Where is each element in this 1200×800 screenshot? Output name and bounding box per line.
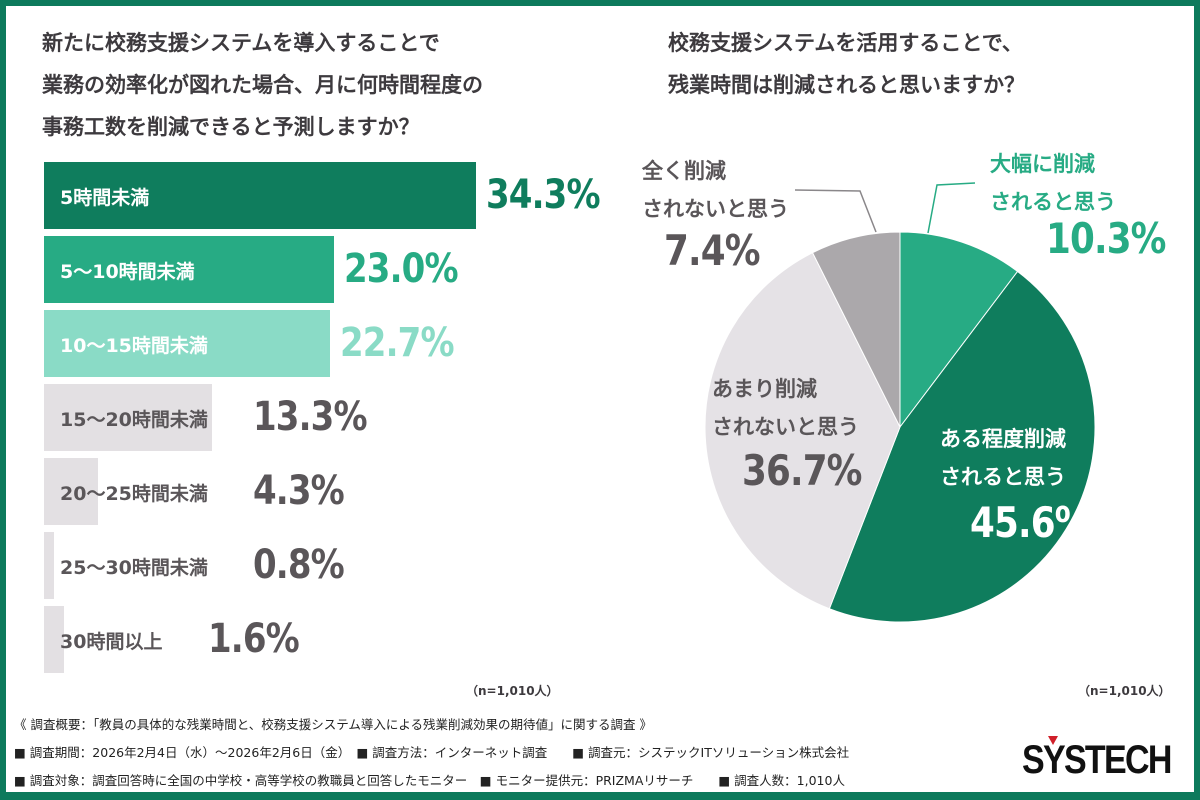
pie-slice-some-reduction [828,270,1096,623]
bar-label-6: 30時間以上 [60,631,163,653]
bar-label-2: 10～15時間未満 [60,335,208,357]
bar-label-1: 5～10時間未満 [60,261,195,283]
bar-2 [44,310,330,377]
pie-label-little-reduction: あまり削減 されないと思う [712,377,859,439]
bar-value-2: 22.7% [339,320,455,366]
bar-label-3: 15～20時間未満 [60,409,208,431]
leader-line-large-reduction [927,182,976,234]
pie-value-large-reduction: 10.3% [1046,214,1166,263]
bar-value-4: 4.3% [253,468,345,514]
pie-value-little-reduction: 36.7% [742,446,862,495]
pie-label-no-reduction: 全く削減 されないと思う [642,159,789,221]
leader-line-no-reduction [794,189,877,233]
pie-chart-sample-note: （n=1,010人） [1078,684,1171,698]
bar-chart-sample-note: （n=1,010人） [466,684,559,698]
logo-accent-icon [1048,736,1058,745]
pie-chart-title: 校務支援システムを活用することで、 残業時間は削減されると思いますか？ [668,31,1025,97]
pie-label-some-reduction: ある程度削減 されると思う [940,427,1066,489]
bar-label-5: 25～30時間未満 [60,557,208,579]
pie-value-no-reduction: 7.4% [664,226,760,275]
bar-chart-title: 新たに校務支援システムを導入することで 業務の効率化が図れた場合、月に何時間程度… [42,31,483,139]
bar-6 [44,606,65,673]
pie-slice-little-reduction [704,252,901,610]
bar-1 [44,236,334,303]
footer-survey-summary: 《 調査概要：「教員の具体的な残業時間と、校務支援システム導入による残業削減効果… [14,717,652,732]
bar-chart: 5時間未満 34.3% 5～10時間未満 23.0% 10～15時間未満 22.7% 15～… [0,0,601,700]
bar-label-0: 5時間未満 [60,187,150,209]
footer-survey-target: ■ 調査対象：調査回答時に全国の中学校・高等学校の教職員と回答したモニター ■ … [14,773,845,788]
pie-slice-no-reduction [811,231,901,428]
bar-5 [44,532,55,599]
bar-value-1: 23.0% [343,246,459,292]
bar-3 [44,384,212,451]
bar-4 [44,458,99,525]
footer-survey-period: ■ 調査期間：2026年2月4日（水）～2026年2月6日（金） ■ 調査方法：… [14,745,850,760]
bar-label-4: 20～25時間未満 [60,483,208,505]
bar-0 [44,162,476,229]
pie-chart [704,182,1096,623]
bar-value-3: 13.3% [253,394,368,440]
bar-value-5: 0.8% [253,542,345,588]
bar-value-0: 34.3% [486,172,601,218]
systech-logo: SYSTECH [1022,738,1172,782]
pie-value-some-reduction: 45.6% [970,498,1090,547]
pie-slice-large-reduction [899,231,1019,429]
pie-label-large-reduction: 大幅に削減 されると思う [990,152,1116,214]
bar-value-6: 1.6% [208,616,300,662]
